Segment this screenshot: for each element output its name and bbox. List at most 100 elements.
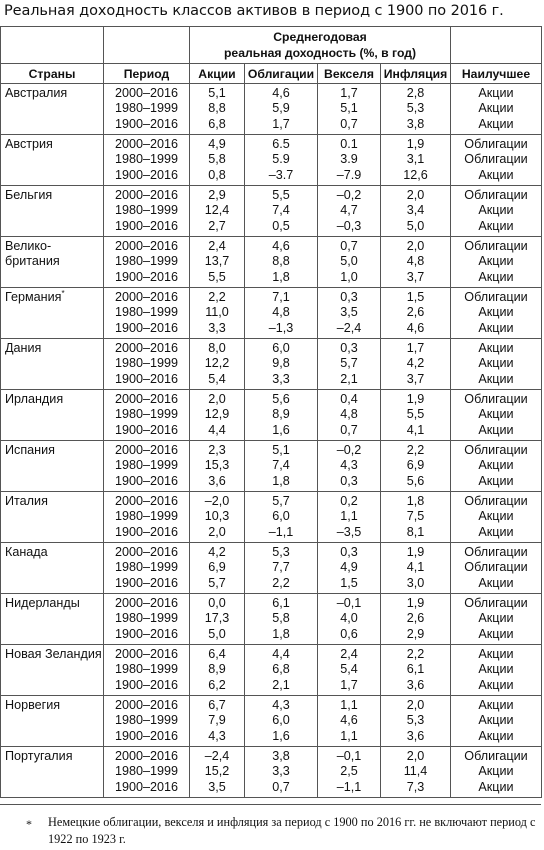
best-cell: Облигации Акции Акции bbox=[450, 389, 542, 441]
period-cell-value: 2000–2016 bbox=[114, 647, 179, 661]
period-cell: 2000–2016 1980–1999 1900–2016 bbox=[103, 389, 190, 441]
bills-cell-value: –2,4 bbox=[336, 320, 362, 335]
footnote-mark: * bbox=[26, 817, 32, 831]
bonds-cell-value: 6,0 bbox=[272, 713, 290, 728]
stocks-cell-value: 3,3 bbox=[208, 320, 226, 335]
bonds-cell-value: 1,7 bbox=[272, 116, 290, 131]
table-row: Испания 2000–2016 1980–1999 1900–2016 2,3 15,… bbox=[0, 440, 542, 492]
bonds-cell-value: –1,1 bbox=[268, 524, 294, 539]
inflation-cell-value: 3,8 bbox=[406, 116, 425, 131]
country-cell: Италия bbox=[0, 491, 104, 543]
stocks-cell-value: 4,9 bbox=[208, 137, 226, 151]
bills-cell-value: 2,1 bbox=[340, 371, 358, 386]
bills-cell-value: 4,6 bbox=[340, 713, 358, 728]
country-cell: Германия* bbox=[0, 287, 104, 339]
best-cell-value: Акции bbox=[478, 116, 514, 131]
best-cell-value: Облигации bbox=[464, 443, 528, 457]
inflation-cell-value: 3,7 bbox=[406, 371, 425, 386]
bonds-cell-value: 3,3 bbox=[272, 371, 290, 386]
period-cell: 2000–2016 1980–1999 1900–2016 bbox=[103, 83, 190, 135]
inflation-cell-value: 2,9 bbox=[406, 626, 425, 641]
bonds-cell-value: –3.7 bbox=[268, 167, 294, 182]
footnote-text: Немецкие облигации, векселя и инфляция з… bbox=[48, 815, 536, 846]
period-cell-value: 1980–1999 bbox=[114, 764, 179, 779]
period-cell-value: 2000–2016 bbox=[114, 341, 179, 355]
column-header-bonds: Облигации bbox=[244, 63, 318, 84]
country-name: Норвегия bbox=[5, 698, 61, 712]
stocks-cell-value: 2,0 bbox=[208, 524, 226, 539]
stocks-cell-value: 5,1 bbox=[208, 86, 226, 100]
best-cell-value: Акции bbox=[478, 728, 514, 743]
stocks-cell-value: 12,4 bbox=[204, 203, 230, 218]
best-cell-value: Акции bbox=[478, 524, 514, 539]
period-cell-value: 1900–2016 bbox=[114, 422, 179, 437]
bills-cell-value: 4,0 bbox=[340, 611, 358, 626]
inflation-cell-value: 2,0 bbox=[406, 239, 425, 253]
bills-cell-value: 3,5 bbox=[340, 305, 358, 320]
stocks-cell-value: 13,7 bbox=[204, 254, 230, 269]
bills-cell-value: 3.9 bbox=[340, 152, 358, 167]
country-cell: Австрия bbox=[0, 134, 104, 186]
country-name: Австралия bbox=[5, 86, 68, 100]
period-cell-value: 2000–2016 bbox=[114, 86, 179, 100]
bills-cell-value: 1,1 bbox=[340, 728, 358, 743]
stocks-cell-value: 2,3 bbox=[208, 443, 226, 457]
bonds-cell-value: 1,6 bbox=[272, 422, 290, 437]
country-name: Бельгия bbox=[5, 188, 53, 202]
country-name: Дания bbox=[5, 341, 42, 355]
stocks-cell-value: 7,9 bbox=[208, 713, 226, 728]
bills-cell: 0.1 3.9 –7.9 bbox=[317, 134, 381, 186]
inflation-cell-value: 1,9 bbox=[406, 137, 425, 151]
stocks-cell-value: 10,3 bbox=[204, 509, 230, 524]
stocks-cell: 0,0 17,3 5,0 bbox=[189, 593, 245, 645]
best-cell-value: Акции bbox=[478, 341, 514, 355]
bonds-cell-value: 5,7 bbox=[272, 494, 290, 508]
country-name: Ирландия bbox=[5, 392, 64, 406]
best-cell-value: Акции bbox=[478, 698, 514, 712]
stocks-cell-value: 15,2 bbox=[204, 764, 230, 779]
stocks-cell-value: 8,9 bbox=[208, 662, 226, 677]
best-cell: Акции Акции Акции bbox=[450, 338, 542, 390]
bonds-cell-value: 6,1 bbox=[272, 596, 290, 610]
best-cell: Облигации Акции Акции bbox=[450, 491, 542, 543]
inflation-cell-value: 2,8 bbox=[406, 86, 425, 100]
inflation-cell-value: 3,7 bbox=[406, 269, 425, 284]
inflation-cell: 2,2 6,1 3,6 bbox=[380, 644, 451, 696]
stocks-cell-value: 15,3 bbox=[204, 458, 230, 473]
stocks-cell-value: 11,0 bbox=[205, 305, 229, 320]
best-cell: Облигации Акции Акции bbox=[450, 440, 542, 492]
best-cell-value: Акции bbox=[478, 203, 514, 218]
inflation-cell-value: 1,9 bbox=[406, 545, 425, 559]
inflation-cell-value: 1,5 bbox=[406, 290, 425, 304]
bills-cell-value: 5,1 bbox=[340, 101, 358, 116]
period-cell-value: 1980–1999 bbox=[114, 254, 179, 269]
country-name: Австрия bbox=[5, 137, 53, 151]
bills-cell: 0,4 4,8 0,7 bbox=[317, 389, 381, 441]
bonds-cell: 4,3 6,0 1,6 bbox=[244, 695, 318, 747]
table-row: Дания 2000–2016 1980–1999 1900–2016 8,0 12,2 5… bbox=[0, 338, 542, 390]
best-cell-value: Акции bbox=[478, 677, 514, 692]
best-cell-value: Акции bbox=[478, 356, 514, 371]
stocks-cell: 2,3 15,3 3,6 bbox=[189, 440, 245, 492]
table-body: Австралия 2000–2016 1980–1999 1900–2016 5,1 8… bbox=[0, 83, 542, 798]
period-cell-value: 1980–1999 bbox=[114, 305, 179, 320]
inflation-cell-value: 8,1 bbox=[406, 524, 425, 539]
inflation-cell: 2,0 3,4 5,0 bbox=[380, 185, 451, 237]
table-row: Португалия 2000–2016 1980–1999 1900–2016 –2,… bbox=[0, 746, 542, 798]
bills-cell-value: 0,6 bbox=[340, 626, 358, 641]
bills-cell: –0,2 4,7 –0,3 bbox=[317, 185, 381, 237]
bills-cell: 0,2 1,1 –3,5 bbox=[317, 491, 381, 543]
best-cell-value: Акции bbox=[478, 575, 514, 590]
stocks-cell-value: 6,4 bbox=[208, 647, 226, 661]
stocks-cell-value: 2,0 bbox=[208, 392, 226, 406]
bills-cell-value: 0,3 bbox=[340, 341, 358, 355]
period-cell-value: 1900–2016 bbox=[114, 524, 179, 539]
inflation-cell-value: 1,9 bbox=[406, 392, 425, 406]
inflation-cell-value: 2,6 bbox=[406, 611, 425, 626]
best-cell-value: Акции bbox=[478, 269, 514, 284]
table-row: Бельгия 2000–2016 1980–1999 1900–2016 2,9 12,… bbox=[0, 185, 542, 237]
inflation-cell-value: 6,9 bbox=[406, 458, 425, 473]
period-cell: 2000–2016 1980–1999 1900–2016 bbox=[103, 746, 190, 798]
bonds-cell-value: 5,9 bbox=[272, 101, 290, 116]
bonds-cell-value: 4,6 bbox=[272, 86, 290, 100]
